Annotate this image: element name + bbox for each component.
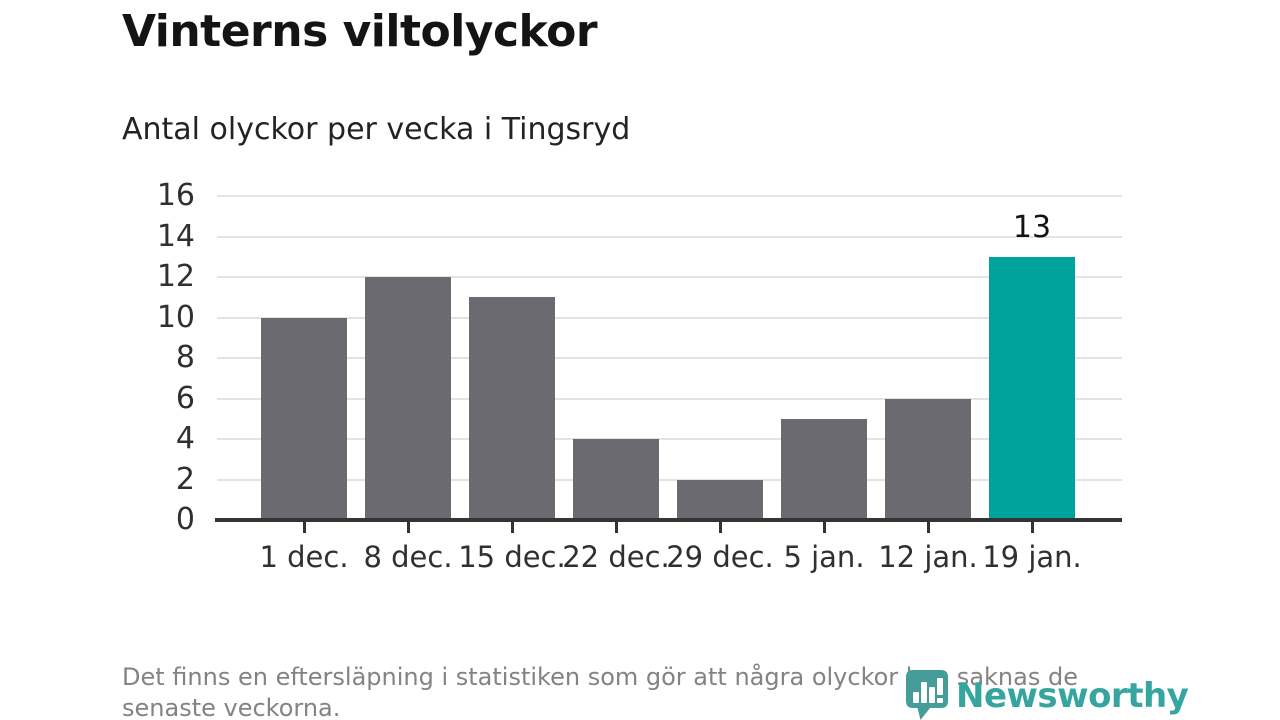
bar-5jan[interactable] [781,418,867,520]
x-axis-tick [1030,522,1034,533]
x-axis-tick [614,522,618,533]
x-axis-tick-label: 8 dec. [363,540,453,574]
x-axis-tick [718,522,722,533]
gridline-y-16 [217,195,1122,197]
bar-12jan[interactable] [885,398,971,520]
x-axis-tick [822,522,826,533]
bar-22dec[interactable] [573,439,659,520]
gridline-y-4 [217,438,1122,440]
newsworthy-logo-icon [906,670,948,720]
y-axis-tick-label: 0 [175,502,195,537]
chart-subtitle: Antal olyckor per vecka i Tingsryd [122,112,631,147]
highlighted-bar-value-label: 13 [1012,209,1052,245]
x-axis-tick-label: 15 dec. [458,540,566,574]
x-axis-tick [510,522,514,533]
x-axis-tick-label: 22 dec. [562,540,670,574]
x-axis-tick-label: 19 jan. [982,540,1082,574]
y-axis-tick-label: 8 [175,340,195,375]
newsworthy-logo: Newsworthy [906,670,1189,720]
x-axis-tick-label: 5 jan. [783,540,865,574]
gridline-y-12 [217,276,1122,278]
y-axis-tick-label: 4 [175,421,195,456]
bar-19jan[interactable] [989,256,1075,520]
gridline-y-14 [217,235,1122,238]
x-axis-tick-label: 12 jan. [878,540,978,574]
y-axis-tick-label: 2 [175,461,195,497]
gridline-y-2 [217,478,1122,481]
gridline-y-10 [217,316,1122,319]
newsworthy-logo-text: Newsworthy [956,676,1189,716]
x-axis-line [215,518,1122,522]
y-axis-tick-label: 16 [156,178,195,213]
x-axis-tick [406,522,410,533]
gridline-y-6 [217,397,1122,400]
y-axis-tick-label: 14 [156,218,195,254]
x-axis-tick-label: 1 dec. [259,540,349,574]
y-axis-tick-label: 10 [156,299,195,335]
page-title: Vinterns viltolyckor [122,6,598,57]
gridline-y-8 [217,357,1122,359]
y-axis-tick-label: 6 [175,380,195,416]
bar-1dec[interactable] [261,317,347,520]
bar-29dec[interactable] [677,479,763,520]
bar-15dec[interactable] [469,297,555,520]
x-axis-tick [926,522,930,533]
x-axis-tick-label: 29 dec. [666,540,774,574]
bar-8dec[interactable] [365,277,451,520]
x-axis-tick [302,522,306,533]
y-axis-tick-label: 12 [156,259,195,294]
